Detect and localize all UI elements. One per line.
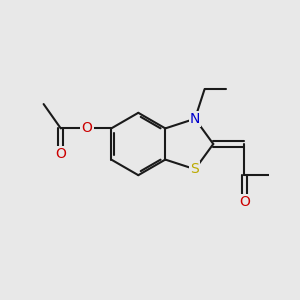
Text: O: O (82, 122, 92, 135)
Text: O: O (239, 195, 250, 209)
Text: N: N (190, 112, 200, 126)
Text: O: O (55, 147, 66, 161)
Text: S: S (190, 162, 199, 176)
